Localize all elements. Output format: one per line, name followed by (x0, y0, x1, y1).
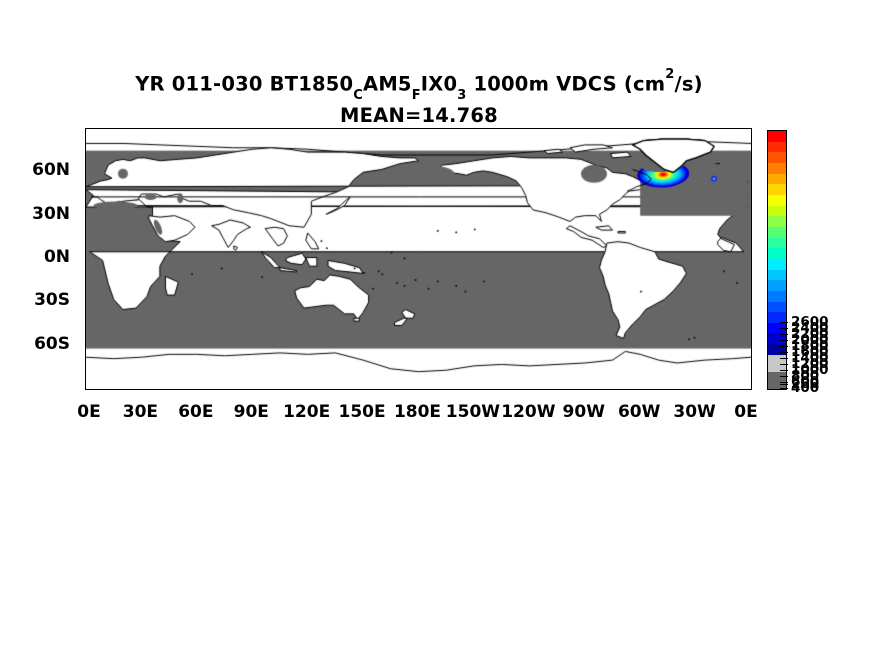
colorbar-label-1200: 1200 (791, 356, 829, 372)
colorbar-segment-11 (768, 248, 786, 259)
colorbar: 2600 2400 2200 2000 1800 1600 1400 1200 1000 800 6… (767, 130, 867, 395)
colorbar-segment-15 (768, 290, 786, 302)
title-part-8: /s) (674, 72, 703, 96)
title-part-2: AM5 (363, 72, 412, 96)
x-tick-7: 150W (445, 402, 501, 422)
colorbar-label-260: 260 (791, 376, 820, 392)
x-tick-0: 0E (77, 402, 101, 422)
colorbar-segment-19 (768, 333, 786, 345)
title-part-0: YR 011-030 BT1850 (135, 72, 354, 96)
x-tick-6: 180E (393, 402, 442, 422)
colorbar-segment-0 (768, 131, 786, 142)
title-part-6: 1000m VDCS (cm (466, 72, 666, 96)
map-raster (86, 129, 751, 389)
y-axis-tick-labels: 60N 30N 0N 30S 60S (0, 128, 78, 388)
x-tick-1: 30E (122, 402, 159, 422)
colorbar-label-800: 800 (791, 368, 820, 384)
plot-title: YR 011-030 BT1850CAM5FIX03 1000m VDCS (c… (0, 67, 838, 128)
colorbar-segment-2 (768, 152, 786, 163)
colorbar-label-1800: 1800 (791, 338, 829, 354)
colorbar-segment-6 (768, 194, 786, 206)
colorbar-segment-5 (768, 184, 786, 195)
x-tick-11: 30W (673, 402, 716, 422)
colorbar-segment-12 (768, 258, 786, 270)
x-tick-5: 150E (338, 402, 386, 422)
plot-title-line2: MEAN=14.768 (340, 104, 498, 128)
x-tick-3: 90E (233, 402, 269, 422)
x-tick-4: 120E (283, 402, 331, 422)
x-tick-2: 60E (178, 402, 214, 422)
colorbar-tick-labels: 2600 2400 2200 2000 1800 1600 1400 1200 1000 800 6… (791, 130, 867, 395)
colorbar-label-400: 400 (791, 380, 820, 396)
x-tick-8: 120W (501, 402, 556, 422)
title-part-7: 2 (665, 67, 675, 82)
title-part-4: IX0 (420, 72, 458, 96)
colorbar-segment-10 (768, 237, 786, 249)
colorbar-label-1400: 1400 (791, 350, 829, 366)
colorbar-segment-3 (768, 162, 786, 174)
colorbar-label-2400: 2400 (791, 320, 829, 336)
colorbar-label-600: 600 (791, 374, 820, 390)
colorbar-label-1000: 1000 (791, 362, 829, 378)
colorbar-segment-1 (768, 141, 786, 153)
colorbar-segment-16 (768, 301, 786, 313)
colorbar-segment-21 (768, 354, 786, 372)
colorbar-segment-18 (768, 322, 786, 334)
colorbar-segment-9 (768, 226, 786, 238)
title-part-1: C (353, 88, 364, 104)
colorbar-label-2600: 2600 (791, 314, 829, 330)
colorbar-segment-8 (768, 216, 786, 227)
plot-title-line1: YR 011-030 BT1850CAM5FIX03 1000m VDCS (c… (0, 67, 838, 104)
colorbar-segment-20 (768, 344, 786, 355)
colorbar-label-2000: 2000 (791, 332, 829, 348)
colorbar-segment-7 (768, 205, 786, 217)
colorbar-segment-22 (768, 371, 786, 389)
colorbar-gradient (767, 130, 787, 390)
y-tick-0n: 0N (43, 247, 70, 267)
x-axis-tick-labels: 0E 30E 60E 90E 120E 150E 180E 150W 120W 90W 60W 30W… (77, 402, 757, 426)
colorbar-segment-17 (768, 312, 786, 323)
y-tick-60s: 60S (34, 333, 70, 354)
colorbar-segment-13 (768, 269, 786, 281)
map-plot-area (85, 128, 752, 390)
colorbar-label-1600: 1600 (791, 344, 829, 360)
colorbar-segment-4 (768, 173, 786, 185)
colorbar-label-2200: 2200 (791, 326, 829, 342)
title-part-3: F (411, 88, 421, 104)
y-tick-30s: 30S (34, 290, 70, 311)
title-part-5: 3 (457, 88, 467, 104)
y-tick-60n: 60N (32, 160, 70, 181)
x-tick-12: 0E (734, 402, 758, 422)
x-tick-9: 90W (562, 402, 605, 422)
x-tick-10: 60W (617, 402, 661, 422)
y-tick-30n: 30N (32, 203, 70, 224)
colorbar-segment-14 (768, 280, 786, 291)
